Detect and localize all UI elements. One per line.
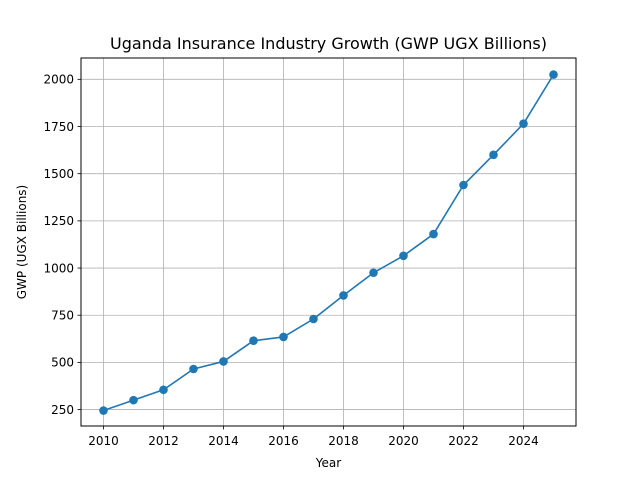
x-tick-label: 2012 [148, 434, 179, 448]
y-tick-label: 1750 [43, 120, 74, 134]
x-tick-label: 2016 [268, 434, 299, 448]
y-tick-label: 2000 [43, 73, 74, 87]
x-axis: 2010 2012 2014 2016 2018 2020 2022 2024 [88, 426, 539, 448]
data-point-2014 [219, 357, 228, 366]
x-tick-label: 2018 [328, 434, 359, 448]
data-point-2016 [279, 332, 288, 342]
data-point-2017 [309, 314, 318, 324]
y-axis-label: GWP (UGX Billions) [15, 185, 29, 299]
data-point-2021 [429, 229, 438, 239]
series-layer [99, 70, 558, 415]
y-tick-label: 1500 [43, 167, 74, 181]
y-tick-label: 1250 [43, 214, 74, 228]
y-tick-label: 250 [51, 403, 74, 417]
y-axis: 250 500 750 1000 1250 1500 1750 2000 [43, 73, 81, 417]
x-tick-label: 2020 [388, 434, 419, 448]
data-point-2025 [549, 70, 558, 79]
plot-frame [80, 57, 577, 427]
x-tick-label: 2010 [88, 434, 119, 448]
x-axis-label: Year [315, 456, 341, 470]
x-tick-label: 2024 [508, 434, 539, 448]
data-point-2023 [489, 150, 498, 160]
data-point-2024 [519, 119, 528, 128]
y-tick-label: 500 [51, 356, 74, 370]
series-line [103, 74, 555, 412]
grid-lines [81, 58, 576, 426]
data-point-2018 [339, 291, 348, 300]
data-point-2012 [159, 385, 168, 395]
data-point-2019 [369, 268, 378, 278]
data-point-2015 [249, 336, 258, 345]
data-point-2020 [399, 251, 408, 261]
data-point-2022 [459, 180, 468, 190]
x-tick-label: 2022 [448, 434, 479, 448]
data-point-2010 [99, 406, 108, 415]
x-tick-label: 2014 [208, 434, 239, 448]
data-point-2013 [189, 364, 198, 374]
data-point-2011 [129, 395, 138, 405]
y-tick-label: 1000 [43, 261, 74, 275]
y-tick-label: 750 [51, 309, 74, 323]
chart-title: Uganda Insurance Industry Growth (GWP UG… [110, 34, 547, 53]
